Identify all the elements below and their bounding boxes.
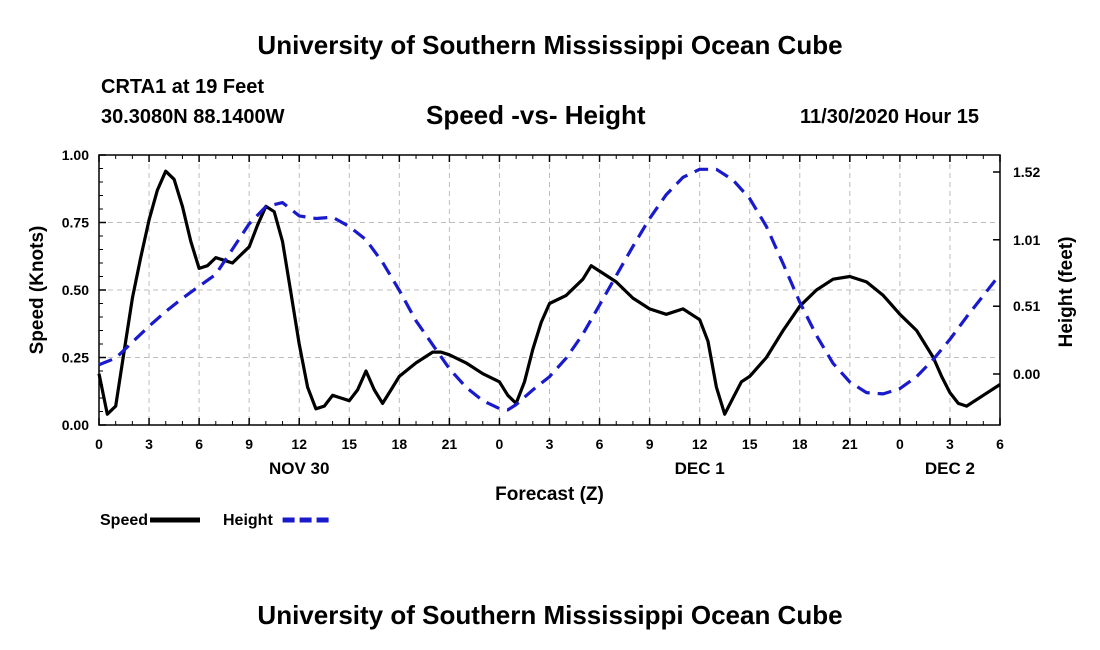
y2-tick-label: 0.51 [1013, 298, 1040, 314]
y-tick-label: 1.00 [62, 147, 89, 163]
x-tick-label: 21 [842, 436, 858, 452]
day-label: DEC 1 [675, 459, 725, 478]
x-tick-label: 21 [442, 436, 458, 452]
y2-tick-label: 1.01 [1013, 232, 1040, 248]
x-tick-label: 0 [896, 436, 904, 452]
x-tick-label: 0 [496, 436, 504, 452]
page-title: University of Southern Mississippi Ocean… [257, 30, 843, 60]
x-tick-label: 18 [792, 436, 808, 452]
x-tick-label: 15 [742, 436, 758, 452]
forecast-datetime: 11/30/2020 Hour 15 [800, 106, 980, 128]
y2-axis-title: Height (feet) [1056, 237, 1077, 348]
x-tick-label: 15 [341, 436, 357, 452]
series-line-speed [97, 169, 1001, 416]
legend-label-speed: Speed [100, 512, 148, 529]
x-tick-label: 12 [291, 436, 307, 452]
x-tick-label: 9 [245, 436, 253, 452]
x-tick-label: 3 [946, 436, 954, 452]
station-coords: 30.3080N 88.1400W [101, 106, 285, 128]
series-line-height [98, 167, 1002, 412]
y2-tick-label: 0.00 [1013, 366, 1040, 382]
x-tick-label: 6 [596, 436, 604, 452]
x-axis-title: Forecast (Z) [495, 484, 604, 505]
x-tick-label: 0 [95, 436, 103, 452]
y-tick-label: 0.25 [62, 350, 89, 366]
x-tick-label: 18 [392, 436, 408, 452]
x-tick-label: 12 [692, 436, 708, 452]
y-tick-label: 0.50 [62, 282, 89, 298]
footer-title: University of Southern Mississippi Ocean… [257, 600, 843, 630]
x-tick-label: 6 [996, 436, 1004, 452]
day-label: DEC 2 [925, 459, 975, 478]
x-tick-label: 6 [195, 436, 203, 452]
y-tick-label: 0.75 [62, 215, 89, 231]
y-tick-label: 0.00 [62, 417, 89, 433]
x-tick-label: 3 [546, 436, 554, 452]
station-label: CRTA1 at 19 Feet [101, 76, 265, 98]
x-tick-label: 9 [646, 436, 654, 452]
y2-tick-label: 1.52 [1013, 164, 1040, 180]
chart-title: Speed -vs- Height [426, 100, 646, 130]
x-tick-label: 3 [145, 436, 153, 452]
day-label: NOV 30 [269, 459, 329, 478]
y-axis-title: Speed (Knots) [27, 226, 48, 355]
legend-label-height: Height [223, 512, 273, 529]
